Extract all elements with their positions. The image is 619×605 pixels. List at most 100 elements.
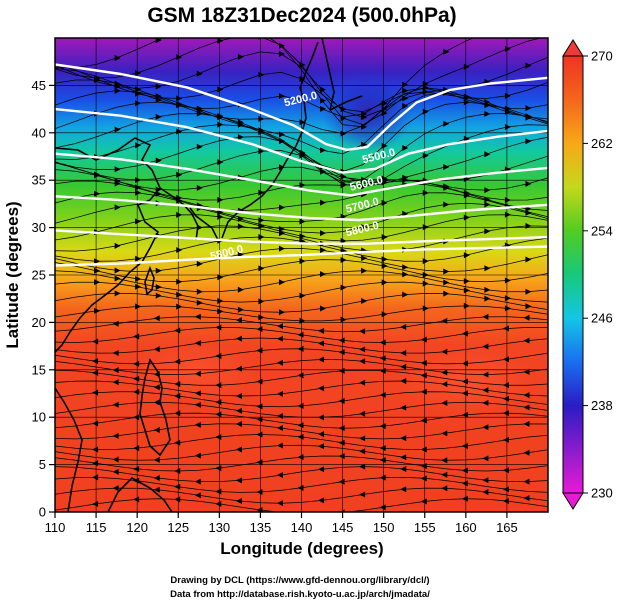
streamline-arrow <box>94 307 101 314</box>
streamline-arrow <box>112 485 119 492</box>
streamline-arrow <box>340 181 347 188</box>
x-axis-label: Longitude (degrees) <box>220 539 383 558</box>
streamline-arrow <box>153 426 160 433</box>
streamline-arrow <box>441 457 448 464</box>
streamline-arrow <box>217 196 224 203</box>
streamline-arrow <box>215 411 222 418</box>
streamline-arrow <box>215 382 222 389</box>
y-tick-label: 20 <box>32 315 46 330</box>
y-tick-label: 5 <box>39 457 46 472</box>
streamline-arrow <box>258 234 265 241</box>
streamline-arrow <box>381 256 388 263</box>
streamline <box>55 466 548 482</box>
x-tick-label: 125 <box>167 520 189 535</box>
streamline-arrow <box>318 414 325 421</box>
streamline-arrow <box>525 138 532 145</box>
y-tick-label: 10 <box>32 410 46 425</box>
streamline-arrow <box>361 114 368 121</box>
streamline-arrow <box>235 477 242 484</box>
streamline-arrow <box>443 163 450 170</box>
streamline-arrow <box>523 495 530 502</box>
streamline-arrow <box>318 466 325 473</box>
streamline-arrow <box>461 360 468 367</box>
streamline-arrow <box>504 108 511 115</box>
colorbar-ticks: 230 238 246 254 262 270 <box>583 49 613 501</box>
streamline-arrow <box>361 224 368 231</box>
streamline-arrow <box>135 100 142 107</box>
streamline-arrow <box>422 80 429 87</box>
streamline-arrow <box>194 421 201 428</box>
x-tick-label: 165 <box>496 520 518 535</box>
y-tick-label: 25 <box>32 268 46 283</box>
streamline-arrow <box>217 38 224 44</box>
streamline-arrow <box>461 411 468 418</box>
streamline-arrow <box>235 317 242 324</box>
streamline-arrow <box>318 356 325 363</box>
streamline-arrow <box>114 87 121 94</box>
streamline-arrow <box>443 48 450 55</box>
streamline-arrow <box>215 324 222 331</box>
streamline-arrow <box>420 372 427 379</box>
streamline-arrow <box>379 392 386 399</box>
streamline-arrow <box>400 465 407 472</box>
streamline-arrow <box>92 358 99 365</box>
streamline-arrow <box>320 199 327 206</box>
streamline-arrow <box>422 271 429 278</box>
streamline-arrow <box>135 90 142 97</box>
streamline-arrow <box>359 328 366 335</box>
streamline <box>55 162 548 191</box>
streamline-arrow <box>525 20 531 26</box>
streamline-arrow <box>320 230 327 237</box>
streamline-arrow <box>525 114 532 121</box>
streamline-arrow <box>194 492 201 499</box>
streamline-arrow <box>196 143 203 150</box>
streamline-arrow <box>381 311 388 318</box>
streamline <box>55 202 548 234</box>
streamline-arrow <box>133 333 140 340</box>
streamline-arrow <box>135 189 142 196</box>
streamline-arrow <box>320 305 327 312</box>
streamline-arrow <box>441 381 448 388</box>
streamline-arrow <box>484 196 491 203</box>
streamline-arrow <box>92 460 99 467</box>
streamline-arrow <box>502 356 509 363</box>
y-tick-label: 30 <box>32 220 46 235</box>
streamline-arrow <box>359 435 366 442</box>
streamline-arrow <box>340 130 347 137</box>
streamline-arrow <box>441 430 448 437</box>
streamline-arrow <box>422 84 429 91</box>
streamline-arrow <box>359 448 366 455</box>
colorbar-tick-label: 254 <box>591 223 613 238</box>
streamline-arrow <box>217 121 224 128</box>
streamline-arrow <box>297 422 304 429</box>
streamline-arrow <box>443 120 450 127</box>
streamline-arrow <box>237 53 244 60</box>
streamline-arrow <box>338 425 345 432</box>
streamline-arrow <box>340 257 347 264</box>
streamline-arrow <box>174 496 181 503</box>
x-tick-label: 120 <box>126 520 148 535</box>
streamline-arrow <box>381 100 388 107</box>
streamline-arrow <box>502 382 509 389</box>
streamline-arrow <box>502 325 509 332</box>
streamline-arrow <box>402 174 409 181</box>
streamline-arrow <box>155 83 162 90</box>
streamline-arrow <box>463 252 470 259</box>
streamline-arrow <box>278 230 285 237</box>
streamline-arrow <box>422 189 429 196</box>
streamline-arrow <box>463 214 470 221</box>
streamline-arrow <box>299 61 306 68</box>
streamline-arrow <box>215 500 222 507</box>
streamline-arrow <box>523 449 530 456</box>
streamline-arrow <box>112 432 119 439</box>
streamline-arrow <box>194 390 201 397</box>
streamline <box>55 248 548 272</box>
streamline-arrow <box>461 442 468 449</box>
streamline-arrow <box>256 378 263 385</box>
streamline-arrow <box>381 199 388 206</box>
streamline-arrow <box>379 367 386 374</box>
streamline-arrow <box>276 500 283 507</box>
contour-line <box>55 107 548 174</box>
colorbar-tick-label: 246 <box>591 311 613 326</box>
streamline-arrow <box>174 439 181 446</box>
